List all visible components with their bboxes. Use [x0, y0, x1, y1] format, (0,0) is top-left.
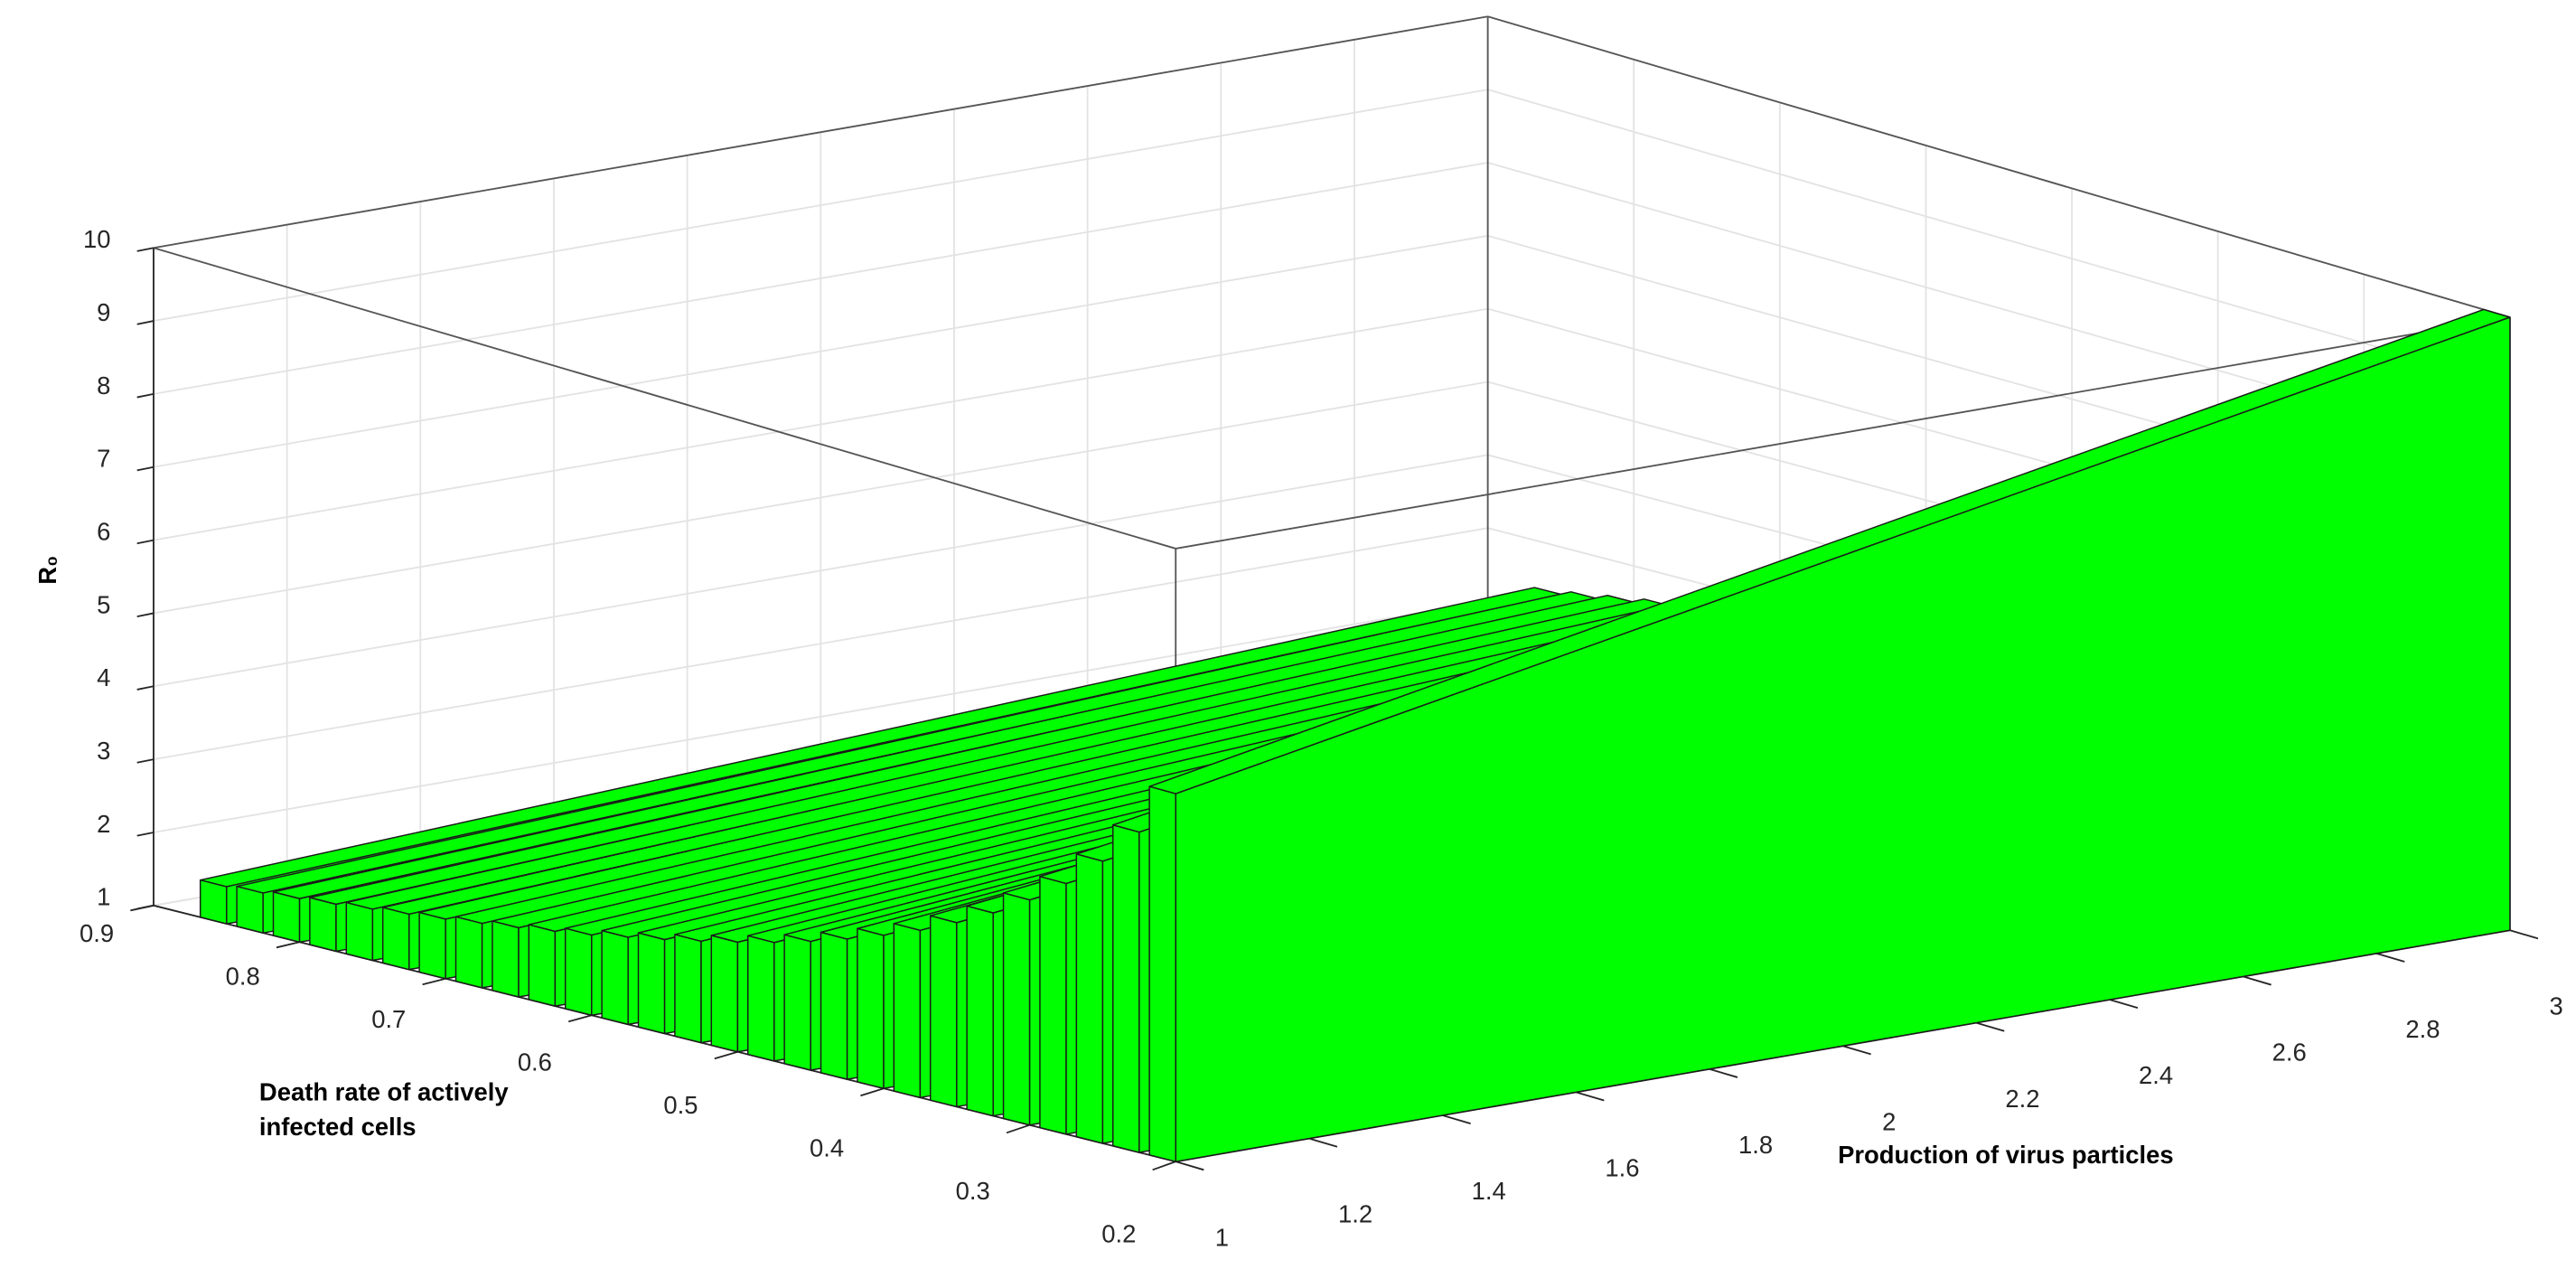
- ribbon-end: [710, 935, 739, 1053]
- ribbon-end: [929, 915, 958, 1108]
- ribbon-end: [564, 927, 593, 1016]
- x-tick: [1975, 1021, 2005, 1032]
- box-edge: [153, 15, 1488, 249]
- ribbon-end: [637, 932, 666, 1035]
- ribbon-end: [492, 920, 520, 998]
- y-tick-label: 0.9: [80, 919, 114, 947]
- ribbon-end: [601, 929, 629, 1026]
- z-tick-label: 10: [83, 225, 110, 253]
- ribbon-end: [199, 879, 228, 925]
- y-tick-label: 0.6: [518, 1048, 552, 1076]
- x-tick: [1308, 1137, 1338, 1148]
- x-tick-label: 3: [2549, 992, 2562, 1020]
- ribbon-end: [820, 931, 848, 1080]
- box-edge: [153, 247, 1176, 550]
- y-tick-label: 0.4: [810, 1134, 844, 1162]
- box-edge: [1487, 15, 2511, 318]
- z-tick: [136, 612, 155, 617]
- ribbon-end: [528, 924, 557, 1007]
- z-tick-label: 6: [97, 518, 110, 546]
- z-tick: [136, 393, 155, 399]
- x-tick: [1709, 1067, 1738, 1078]
- y-tick: [714, 1050, 738, 1060]
- y-tick: [567, 1014, 593, 1023]
- z-tick-label: 5: [97, 590, 110, 618]
- x-tick: [2109, 999, 2139, 1010]
- x-tick-label: 1.8: [1738, 1131, 1773, 1159]
- z-tick-label: 4: [97, 663, 110, 691]
- ribbon-end: [893, 923, 922, 1099]
- x-tick: [2509, 929, 2539, 940]
- y-tick: [422, 977, 446, 986]
- ribbon-end: [857, 927, 885, 1089]
- y-tick: [1006, 1123, 1030, 1134]
- ribbon-end: [309, 897, 337, 953]
- ribbon-end: [236, 885, 264, 934]
- z-tick: [136, 832, 155, 837]
- z-tick-label: 1: [97, 883, 110, 911]
- ribbon-end: [674, 934, 702, 1044]
- z-tick: [136, 539, 155, 545]
- y-tick-label: 0.7: [371, 1005, 406, 1033]
- z-tick-label: 8: [97, 371, 110, 400]
- x-tick: [1175, 1161, 1204, 1171]
- x-tick-label: 2.2: [2005, 1085, 2039, 1113]
- x-tick: [1842, 1045, 1871, 1056]
- ribbon-end: [1002, 892, 1031, 1126]
- y-tick-label: 0.2: [1101, 1220, 1136, 1248]
- x-tick: [2375, 952, 2405, 963]
- ribbon-end: [746, 935, 775, 1062]
- y-axis-label: Death rate of actively: [259, 1077, 509, 1105]
- z-tick: [136, 904, 155, 910]
- z-tick: [136, 685, 155, 691]
- x-tick: [2243, 975, 2272, 986]
- ribbon-end: [1039, 876, 1067, 1135]
- z-tick: [136, 320, 155, 325]
- x-tick-label: 2.6: [2272, 1039, 2307, 1067]
- ribbon-end: [783, 934, 811, 1071]
- y-axis-label: infected cells: [259, 1113, 417, 1141]
- ribbon-end: [454, 916, 483, 989]
- z-tick-label: 9: [97, 298, 110, 326]
- ribbon-end: [1075, 853, 1104, 1144]
- y-tick: [1152, 1161, 1176, 1171]
- z-tick: [136, 758, 155, 764]
- z-tick: [136, 465, 155, 472]
- ribbon-end: [272, 891, 301, 944]
- ribbon-end: [418, 911, 446, 980]
- z-tick-label: 3: [97, 737, 110, 765]
- x-tick: [1442, 1114, 1471, 1125]
- box-edge: [1176, 316, 2511, 550]
- y-tick-label: 0.8: [226, 962, 260, 990]
- z-tick-label: 2: [97, 810, 110, 838]
- y-tick-label: 0.5: [663, 1091, 698, 1119]
- y-tick: [860, 1087, 885, 1097]
- z-tick-label: 7: [97, 445, 110, 473]
- ribbon-side: [1175, 316, 2511, 1162]
- x-tick-label: 2.8: [2405, 1015, 2440, 1043]
- x-tick: [1575, 1091, 1605, 1102]
- y-tick: [276, 941, 300, 949]
- x-tick-label: 1: [1215, 1223, 1229, 1251]
- x-tick-label: 2.4: [2139, 1061, 2173, 1089]
- x-tick-label: 1.4: [1472, 1177, 1506, 1205]
- x-tick-label: 1.2: [1338, 1200, 1372, 1228]
- ribbon-end: [381, 907, 410, 971]
- x-tick-label: 2: [1882, 1107, 1896, 1135]
- y-tick-label: 0.3: [956, 1177, 990, 1205]
- ribbon-end: [345, 901, 374, 962]
- z-tick: [136, 247, 155, 252]
- ribbon-end: [1148, 785, 1176, 1162]
- x-axis-label: Production of virus particles: [1838, 1141, 2174, 1169]
- x-tick-label: 1.6: [1605, 1154, 1639, 1182]
- ribbon-end: [966, 905, 994, 1117]
- ribbon-end: [1112, 824, 1140, 1153]
- z-axis-label: R₀: [33, 556, 61, 585]
